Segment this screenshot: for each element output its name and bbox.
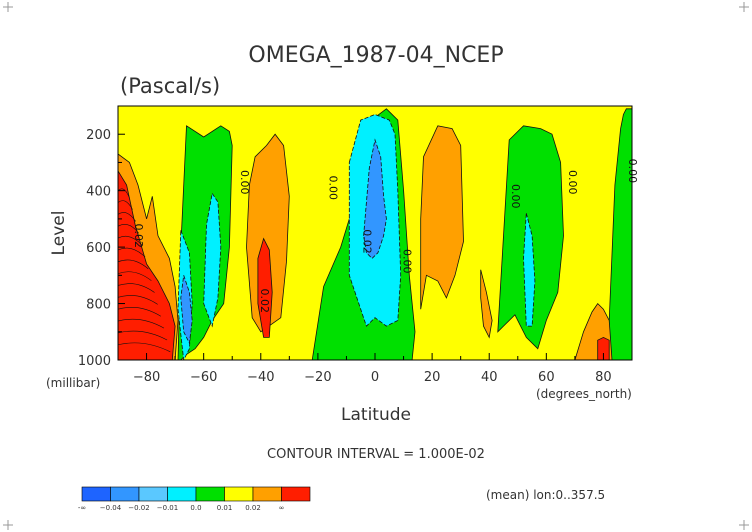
legend-swatch xyxy=(110,486,140,502)
footnote-text: (mean) lon:0..357.5 xyxy=(486,488,605,502)
legend-label: -∞ xyxy=(78,504,86,512)
y-tick-label: 1000 xyxy=(78,354,111,369)
contour-region xyxy=(597,336,610,360)
legend-swatch xyxy=(281,486,311,502)
legend-swatch xyxy=(195,486,225,502)
x-axis-units: (degrees_north) xyxy=(536,387,632,401)
contour-region xyxy=(480,269,493,339)
legend-swatch xyxy=(138,486,168,502)
y-tick-label: 600 xyxy=(86,241,111,256)
y-tick-label: 400 xyxy=(86,185,111,200)
y-axis-label: Level xyxy=(49,211,69,256)
contour-line xyxy=(118,342,171,353)
legend-swatch xyxy=(252,486,282,502)
legend-label: 0.01 xyxy=(217,504,233,512)
contour-label: 0.00 xyxy=(566,170,579,195)
contour-line xyxy=(118,200,133,210)
contour-line xyxy=(118,283,155,293)
plot-area xyxy=(118,106,632,360)
x-tick-label: 0 xyxy=(371,370,379,385)
contour-region xyxy=(257,237,273,338)
contour-line xyxy=(118,318,165,329)
contour-region xyxy=(523,213,536,327)
legend-swatch xyxy=(81,486,111,502)
crop-marks xyxy=(3,2,749,530)
x-tick-label: 40 xyxy=(481,370,498,385)
legend-swatch xyxy=(167,486,197,502)
legend-label: 0.0 xyxy=(190,504,201,512)
x-tick-label: 60 xyxy=(538,370,555,385)
contour-label: 0.00 xyxy=(238,170,251,195)
x-tick-label: 20 xyxy=(424,370,441,385)
contour-line xyxy=(118,259,149,270)
y-axis-units: (millibar) xyxy=(46,376,100,390)
x-tick-label: −20 xyxy=(304,370,331,385)
x-tick-label: −40 xyxy=(247,370,274,385)
contour-line xyxy=(118,307,161,317)
legend-swatch xyxy=(224,486,254,502)
contour-line xyxy=(118,188,130,198)
contour-region xyxy=(363,138,387,259)
contour-line xyxy=(118,271,152,281)
legend-label: −0.01 xyxy=(157,504,178,512)
y-tick-label: 200 xyxy=(86,128,111,143)
x-axis: −80 −60 −40 −20 0 20 40 60 80 xyxy=(117,353,633,385)
chart-title: OMEGA_1987-04_NCEP xyxy=(248,43,503,68)
contour-line xyxy=(118,330,168,341)
contour-label: 0.00 xyxy=(509,184,522,209)
contour-region xyxy=(605,108,632,360)
contour-label: 0.00 xyxy=(626,159,639,184)
contour-label: 0.00 xyxy=(401,249,414,274)
x-tick-label: −60 xyxy=(190,370,217,385)
contour-line xyxy=(118,247,146,258)
legend-label: ∞ xyxy=(279,504,285,512)
contour-label: 0.02 xyxy=(258,288,271,313)
contour-line xyxy=(118,235,143,246)
contour-region xyxy=(118,170,176,360)
x-tick-label: 80 xyxy=(595,370,612,385)
contour-region xyxy=(246,133,290,333)
contour-interval-text: CONTOUR INTERVAL = 1.000E-02 xyxy=(267,447,485,462)
contour-line xyxy=(118,224,140,234)
color-legend: -∞ −0.04 −0.02 −0.01 0.0 0.01 0.02 ∞ xyxy=(78,486,311,512)
contour-line xyxy=(118,295,158,305)
contour-region xyxy=(180,275,193,345)
contour-region xyxy=(203,192,222,328)
x-tick-label: −80 xyxy=(133,370,160,385)
contour-region xyxy=(420,125,464,310)
contour-label: 0.00 xyxy=(326,176,339,201)
chart-subtitle: (Pascal/s) xyxy=(120,74,220,98)
contour-label: 0.02 xyxy=(132,224,145,249)
contour-label-group: 0.00 0.00 0.02 0.00 0.02 0.02 0.00 0.00 0.00 xyxy=(132,159,639,313)
legend-label: −0.02 xyxy=(128,504,149,512)
x-axis-label: Latitude xyxy=(341,405,411,425)
y-axis: 200 400 600 800 1000 xyxy=(78,105,125,369)
contour-line xyxy=(118,212,136,222)
contour-label: 0.02 xyxy=(361,229,374,254)
legend-label: 0.02 xyxy=(245,504,261,512)
y-tick-label: 800 xyxy=(86,298,111,313)
legend-label: −0.04 xyxy=(100,504,122,512)
